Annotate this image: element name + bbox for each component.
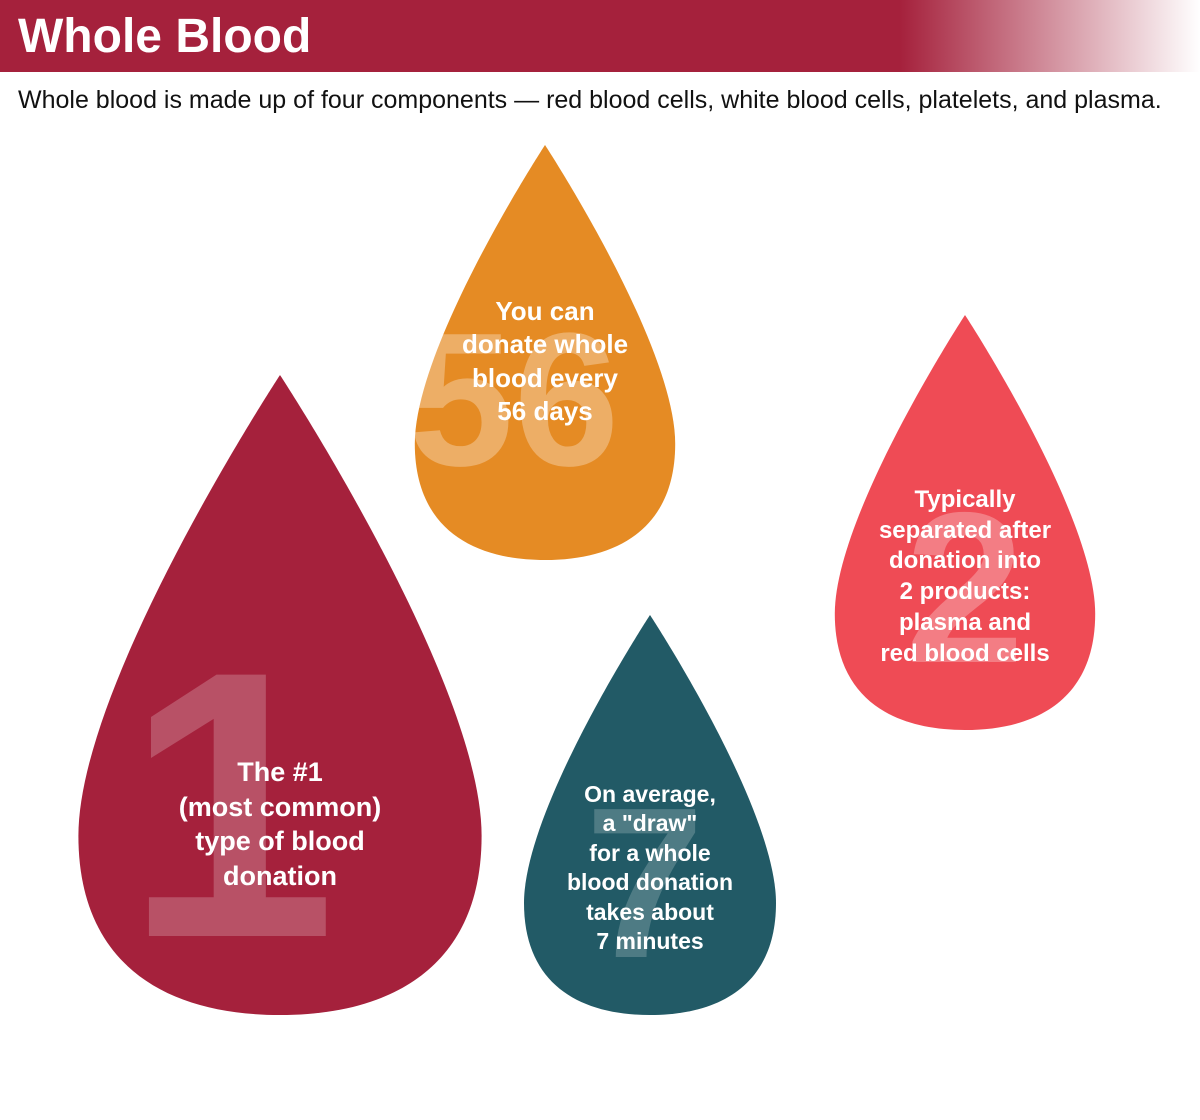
header-bar: Whole Blood xyxy=(0,0,1200,72)
teardrop-icon xyxy=(500,615,800,1015)
infographic-canvas: 1The #1(most common)type of blooddonatio… xyxy=(0,115,1200,1075)
teardrop-icon xyxy=(390,145,700,560)
drop-7: 7On average,a "draw"for a wholeblood don… xyxy=(500,615,800,1015)
subtitle-text: Whole blood is made up of four component… xyxy=(0,72,1200,115)
drop-2: 2Typicallyseparated afterdonation into2 … xyxy=(810,315,1120,730)
drop-56: 56You candonate wholeblood every56 days xyxy=(390,145,700,560)
page-title: Whole Blood xyxy=(18,9,311,64)
teardrop-icon xyxy=(810,315,1120,730)
